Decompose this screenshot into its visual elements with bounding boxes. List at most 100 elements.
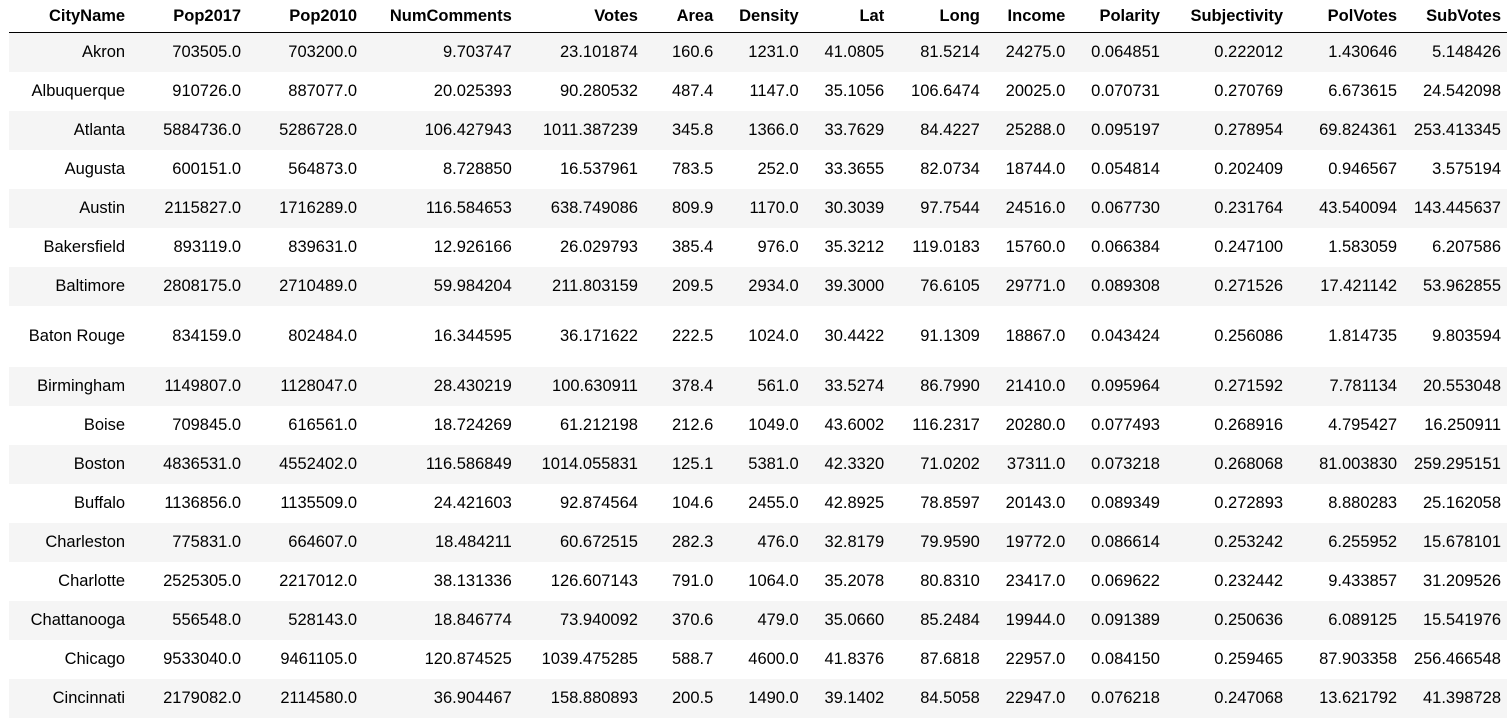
cell-income: 18744.0 bbox=[985, 150, 1072, 189]
cell-density: 1049.0 bbox=[719, 406, 805, 445]
cell-votes: 158.880893 bbox=[517, 679, 644, 718]
table-row: Chattanooga 556548.0 528143.0 18.846774 73.9… bbox=[9, 601, 1507, 640]
cell-subjectivity: 0.268916 bbox=[1165, 406, 1290, 445]
cell-cityname: Baltimore bbox=[9, 267, 132, 306]
table-row: Atlanta 5884736.0 5286728.0 106.427943 1011.… bbox=[9, 111, 1507, 150]
cell-cityname: Boston bbox=[9, 445, 132, 484]
cell-density: 2455.0 bbox=[719, 484, 805, 523]
cell-long: 81.5214 bbox=[890, 32, 986, 72]
cell-density: 1024.0 bbox=[719, 306, 805, 367]
cell-polarity: 0.054814 bbox=[1071, 150, 1166, 189]
cell-area: 104.6 bbox=[643, 484, 720, 523]
cell-cityname: Buffalo bbox=[9, 484, 132, 523]
cell-lat: 35.2078 bbox=[804, 562, 891, 601]
cell-subjectivity: 0.270769 bbox=[1165, 72, 1290, 111]
cell-pop2017: 775831.0 bbox=[131, 523, 248, 562]
cell-subvotes: 41.398728 bbox=[1403, 679, 1507, 718]
cell-numcomments: 20.025393 bbox=[363, 72, 518, 111]
cell-cityname: Baton Rouge bbox=[9, 306, 132, 367]
cell-cityname: Albuquerque bbox=[9, 72, 132, 111]
cell-votes: 36.171622 bbox=[517, 306, 644, 367]
cell-cityname: Austin bbox=[9, 189, 132, 228]
table-row: Akron 703505.0 703200.0 9.703747 23.101874 16… bbox=[9, 32, 1507, 72]
cell-subjectivity: 0.250636 bbox=[1165, 601, 1290, 640]
column-header-lat: Lat bbox=[804, 0, 891, 33]
cell-polarity: 0.066384 bbox=[1071, 228, 1166, 267]
table-row: Bakersfield 893119.0 839631.0 12.926166 26.0… bbox=[9, 228, 1507, 267]
cell-subjectivity: 0.222012 bbox=[1165, 32, 1290, 72]
cell-income: 29771.0 bbox=[985, 267, 1072, 306]
cell-density: 4600.0 bbox=[719, 640, 805, 679]
cell-subjectivity: 0.278954 bbox=[1165, 111, 1290, 150]
cell-votes: 638.749086 bbox=[517, 189, 644, 228]
cell-pop2017: 893119.0 bbox=[131, 228, 248, 267]
cell-numcomments: 120.874525 bbox=[363, 640, 518, 679]
table-row: Boise 709845.0 616561.0 18.724269 61.212198 2… bbox=[9, 406, 1507, 445]
cell-subjectivity: 0.256086 bbox=[1165, 306, 1290, 367]
cell-lat: 39.3000 bbox=[804, 267, 891, 306]
cell-votes: 26.029793 bbox=[517, 228, 644, 267]
cell-income: 19772.0 bbox=[985, 523, 1072, 562]
cell-votes: 90.280532 bbox=[517, 72, 644, 111]
column-header-long: Long bbox=[890, 0, 986, 33]
cell-polarity: 0.043424 bbox=[1071, 306, 1166, 367]
table-row: Charlotte 2525305.0 2217012.0 38.131336 126.… bbox=[9, 562, 1507, 601]
column-header-votes: Votes bbox=[517, 0, 644, 33]
cell-pop2017: 1149807.0 bbox=[131, 367, 248, 406]
cell-income: 20280.0 bbox=[985, 406, 1072, 445]
cell-pop2017: 556548.0 bbox=[131, 601, 248, 640]
column-header-polvotes: PolVotes bbox=[1289, 0, 1404, 33]
cell-area: 125.1 bbox=[643, 445, 720, 484]
cell-subvotes: 25.162058 bbox=[1403, 484, 1507, 523]
cell-area: 487.4 bbox=[643, 72, 720, 111]
cell-pop2010: 1135509.0 bbox=[247, 484, 364, 523]
cell-area: 809.9 bbox=[643, 189, 720, 228]
cell-lat: 39.1402 bbox=[804, 679, 891, 718]
cell-numcomments: 36.904467 bbox=[363, 679, 518, 718]
cell-density: 1147.0 bbox=[719, 72, 805, 111]
cell-polarity: 0.073218 bbox=[1071, 445, 1166, 484]
cell-pop2017: 2525305.0 bbox=[131, 562, 248, 601]
cell-area: 160.6 bbox=[643, 32, 720, 72]
cell-polarity: 0.064851 bbox=[1071, 32, 1166, 72]
cell-pop2017: 5884736.0 bbox=[131, 111, 248, 150]
cell-area: 200.5 bbox=[643, 679, 720, 718]
cell-pop2010: 4552402.0 bbox=[247, 445, 364, 484]
cell-area: 588.7 bbox=[643, 640, 720, 679]
cell-area: 791.0 bbox=[643, 562, 720, 601]
cell-polarity: 0.069622 bbox=[1071, 562, 1166, 601]
cell-pop2017: 834159.0 bbox=[131, 306, 248, 367]
cell-subjectivity: 0.232442 bbox=[1165, 562, 1290, 601]
cell-area: 282.3 bbox=[643, 523, 720, 562]
cell-votes: 211.803159 bbox=[517, 267, 644, 306]
cell-long: 86.7990 bbox=[890, 367, 986, 406]
cell-income: 24516.0 bbox=[985, 189, 1072, 228]
cell-subvotes: 253.413345 bbox=[1403, 111, 1507, 150]
cell-votes: 1039.475285 bbox=[517, 640, 644, 679]
cell-lat: 33.5274 bbox=[804, 367, 891, 406]
cell-pop2010: 2217012.0 bbox=[247, 562, 364, 601]
table-row: Albuquerque 910726.0 887077.0 20.025393 90.2… bbox=[9, 72, 1507, 111]
dataframe-table: CityName Pop2017 Pop2010 NumComments Votes Ar… bbox=[9, 0, 1507, 718]
cell-income: 15760.0 bbox=[985, 228, 1072, 267]
cell-area: 209.5 bbox=[643, 267, 720, 306]
cell-long: 84.5058 bbox=[890, 679, 986, 718]
cell-area: 783.5 bbox=[643, 150, 720, 189]
cell-lat: 42.8925 bbox=[804, 484, 891, 523]
cell-subvotes: 31.209526 bbox=[1403, 562, 1507, 601]
cell-income: 21410.0 bbox=[985, 367, 1072, 406]
cell-polvotes: 7.781134 bbox=[1289, 367, 1404, 406]
cell-polarity: 0.084150 bbox=[1071, 640, 1166, 679]
cell-subvotes: 3.575194 bbox=[1403, 150, 1507, 189]
cell-polvotes: 6.673615 bbox=[1289, 72, 1404, 111]
cell-cityname: Chicago bbox=[9, 640, 132, 679]
cell-numcomments: 18.846774 bbox=[363, 601, 518, 640]
table-row: Austin 2115827.0 1716289.0 116.584653 638.74… bbox=[9, 189, 1507, 228]
cell-numcomments: 18.484211 bbox=[363, 523, 518, 562]
cell-density: 1366.0 bbox=[719, 111, 805, 150]
column-header-pop2017: Pop2017 bbox=[131, 0, 248, 33]
cell-pop2017: 709845.0 bbox=[131, 406, 248, 445]
cell-subvotes: 9.803594 bbox=[1403, 306, 1507, 367]
cell-density: 476.0 bbox=[719, 523, 805, 562]
cell-subvotes: 259.295151 bbox=[1403, 445, 1507, 484]
